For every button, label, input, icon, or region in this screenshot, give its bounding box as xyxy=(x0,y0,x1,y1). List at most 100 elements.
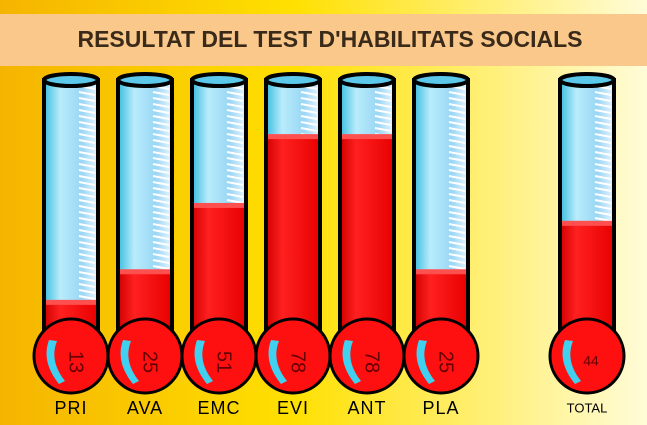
tube-scale xyxy=(78,127,96,132)
tube-scale xyxy=(152,259,170,264)
tube-scale xyxy=(78,271,96,276)
tube-scale xyxy=(448,181,466,186)
tube-scale xyxy=(448,259,466,264)
tube-scale xyxy=(226,103,244,108)
tube-scale xyxy=(226,121,244,126)
tube-top xyxy=(264,72,322,88)
tube-scale xyxy=(448,205,466,210)
bulb-shine xyxy=(120,340,139,384)
tube-scale xyxy=(594,109,612,114)
tube-scale xyxy=(594,187,612,192)
thermo-fill xyxy=(266,136,320,345)
tube-scale xyxy=(374,91,392,96)
tube-scale xyxy=(152,133,170,138)
tube-scale xyxy=(78,169,96,174)
tube-scale xyxy=(78,109,96,114)
tube-scale xyxy=(152,193,170,198)
tube-scale xyxy=(152,247,170,252)
tube-scale xyxy=(448,253,466,258)
tube-scale xyxy=(226,169,244,174)
total-label: TOTAL xyxy=(567,400,608,415)
tube-scale xyxy=(78,91,96,96)
tube-scale xyxy=(448,229,466,234)
tube-scale xyxy=(78,235,96,240)
tube-scale xyxy=(448,187,466,192)
tube-scale xyxy=(78,145,96,150)
x-tick-label: EVI xyxy=(277,398,309,418)
tube-scale xyxy=(448,127,466,132)
tube-scale xyxy=(152,205,170,210)
tube-scale xyxy=(448,247,466,252)
tube-scale xyxy=(152,175,170,180)
tube-scale xyxy=(152,109,170,114)
tube-scale xyxy=(152,211,170,216)
tube-scale xyxy=(78,205,96,210)
tube-scale xyxy=(594,97,612,102)
tube-scale xyxy=(152,241,170,246)
tube-scale xyxy=(152,97,170,102)
chart-title: RESULTAT DEL TEST D'HABILITATS SOCIALS xyxy=(77,26,582,52)
tube-scale xyxy=(226,97,244,102)
tube-scale xyxy=(594,193,612,198)
fill-top xyxy=(266,134,320,140)
tube-scale xyxy=(78,103,96,108)
value-label: 25 xyxy=(139,351,161,373)
tube-scale xyxy=(594,211,612,216)
tube-scale xyxy=(448,169,466,174)
tube-scale xyxy=(374,121,392,126)
tube-scale xyxy=(78,253,96,258)
tube-scale xyxy=(448,133,466,138)
title-bar xyxy=(0,14,647,66)
tube-scale xyxy=(78,193,96,198)
tube-scale xyxy=(374,115,392,120)
tube-scale xyxy=(78,229,96,234)
tube-scale xyxy=(78,115,96,120)
tube-scale xyxy=(226,109,244,114)
tube-scale xyxy=(152,265,170,270)
tube-scale xyxy=(226,181,244,186)
tube-scale xyxy=(226,163,244,168)
value-label: 44 xyxy=(583,353,599,369)
tube-scale xyxy=(152,157,170,162)
tube-scale xyxy=(448,199,466,204)
bulb-shine xyxy=(342,340,361,384)
tube-scale xyxy=(78,163,96,168)
value-label: 51 xyxy=(213,351,235,373)
tube-scale xyxy=(152,163,170,168)
tube-scale xyxy=(300,121,318,126)
tube-scale xyxy=(226,115,244,120)
tube-scale xyxy=(594,169,612,174)
tube-scale xyxy=(152,253,170,258)
tube-scale xyxy=(78,187,96,192)
tube-scale xyxy=(78,181,96,186)
tube-scale xyxy=(448,193,466,198)
tube-scale xyxy=(152,103,170,108)
tube-scale xyxy=(448,163,466,168)
tube-scale xyxy=(78,157,96,162)
x-tick-label: AVA xyxy=(127,398,163,418)
tube-scale xyxy=(448,109,466,114)
tube-scale xyxy=(448,241,466,246)
tube-scale xyxy=(78,121,96,126)
x-tick-label: PLA xyxy=(422,398,459,418)
tube-scale xyxy=(78,277,96,282)
tube-scale xyxy=(448,175,466,180)
tube-scale xyxy=(374,97,392,102)
tube-scale xyxy=(594,127,612,132)
tube-scale xyxy=(78,199,96,204)
tube-scale xyxy=(152,223,170,228)
tube-scale xyxy=(226,187,244,192)
tube-scale xyxy=(78,283,96,288)
tube-scale xyxy=(226,91,244,96)
tube-scale xyxy=(594,103,612,108)
tube-scale xyxy=(78,139,96,144)
tube-scale xyxy=(448,223,466,228)
value-label: 78 xyxy=(287,351,309,373)
tube-scale xyxy=(78,265,96,270)
tube-top xyxy=(116,72,174,88)
tube-scale xyxy=(594,115,612,120)
x-tick-label: EMC xyxy=(198,398,241,418)
fill-top xyxy=(192,202,246,208)
tube-scale xyxy=(226,193,244,198)
